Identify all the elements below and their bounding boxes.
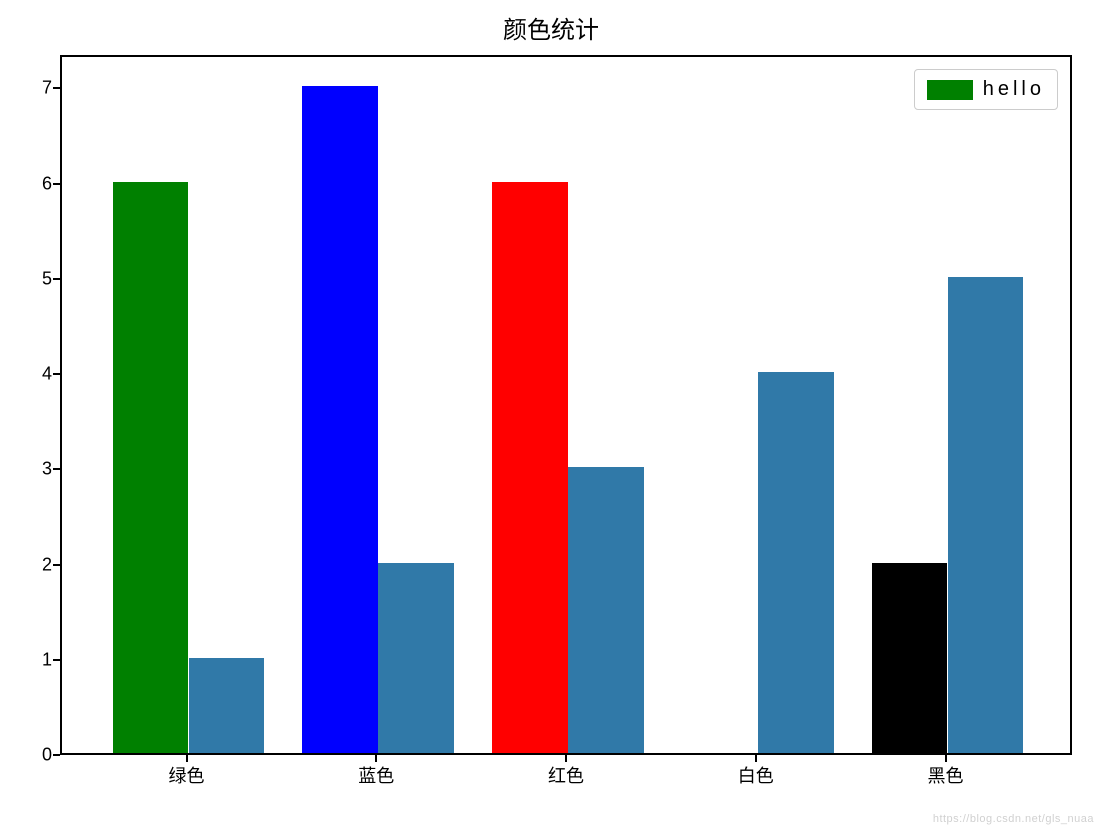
y-tick-label: 0 [12,745,52,766]
watermark: https://blog.csdn.net/gls_nuaa [933,813,1094,825]
bar [758,372,834,753]
bar [113,182,189,753]
bar [948,277,1024,753]
bar [492,182,568,753]
x-tick-mark [186,755,188,762]
bar [568,467,644,753]
y-tick-label: 1 [12,649,52,670]
y-tick-mark [53,754,60,756]
y-tick-mark [53,659,60,661]
chart-container: 颜色统计 hello 0 1 2 3 4 5 6 7 绿色 蓝色 红色 白色 黑色 https://bl… [0,0,1102,829]
bar [302,86,378,753]
legend: hello [914,69,1058,110]
y-tick-label: 3 [12,459,52,480]
y-tick-label: 7 [12,78,52,99]
legend-swatch [927,80,973,100]
plot-area: hello [60,55,1072,755]
chart-title: 颜色统计 [0,10,1102,45]
x-tick-mark [375,755,377,762]
y-tick-label: 6 [12,173,52,194]
y-tick-mark [53,278,60,280]
x-tick-label: 黑色 [928,762,964,788]
bar [378,563,454,753]
y-tick-mark [53,183,60,185]
y-tick-mark [53,468,60,470]
y-tick-label: 4 [12,364,52,385]
x-tick-label: 蓝色 [358,762,394,788]
y-tick-mark [53,87,60,89]
y-tick-mark [53,373,60,375]
bar [189,658,265,753]
y-tick-mark [53,564,60,566]
x-tick-mark [755,755,757,762]
legend-label: hello [983,78,1045,101]
y-tick-label: 2 [12,554,52,575]
x-tick-label: 绿色 [169,762,205,788]
x-tick-mark [565,755,567,762]
bar [872,563,948,753]
x-tick-mark [945,755,947,762]
x-tick-label: 白色 [738,762,774,788]
y-tick-label: 5 [12,268,52,289]
x-tick-label: 红色 [548,762,584,788]
